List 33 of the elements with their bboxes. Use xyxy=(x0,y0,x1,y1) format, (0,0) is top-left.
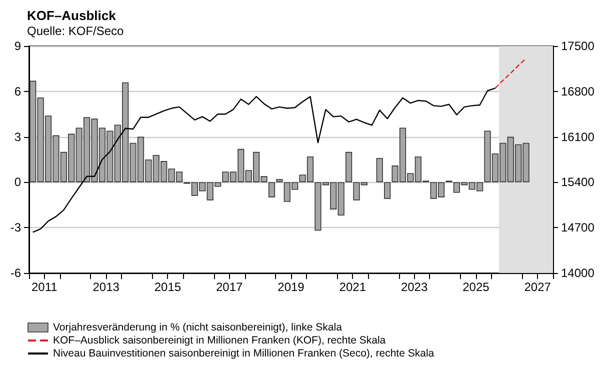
y-tick-label: 6 xyxy=(14,84,22,98)
x-tick-label: 2025 xyxy=(462,280,490,294)
x-tick-label: 2027 xyxy=(524,280,552,294)
y2-tick-label: 16800 xyxy=(561,84,595,98)
x-tick-label: 2013 xyxy=(92,280,120,294)
y2-tick-label: 14700 xyxy=(561,220,595,235)
y-tick-label: -3 xyxy=(10,220,22,235)
chart-subtitle: Quelle: KOF/Seco xyxy=(27,24,124,38)
y-tick-label: 3 xyxy=(14,130,22,144)
line-series xyxy=(32,88,496,233)
legend-label: Vorjahresveränderung in % (nicht saisonbereinigt), linke Skala xyxy=(53,322,342,334)
x-tick-label: 2019 xyxy=(278,280,305,294)
x-tick-label: 2017 xyxy=(216,280,244,294)
line-series xyxy=(494,58,527,89)
bar xyxy=(268,182,276,198)
bar xyxy=(384,182,391,199)
chart-title: KOF–Ausblick xyxy=(27,8,117,23)
x-tick-label: 2011 xyxy=(32,280,58,294)
x-tick-label: 2021 xyxy=(339,280,366,294)
y2-tick-label: 16100 xyxy=(561,130,595,144)
legend-label: Niveau Bauinvestitionen saisonbereinigt in Millionen Franken (Seco), rechte Skala xyxy=(53,348,434,360)
y2-tick-label: 17500 xyxy=(561,39,595,53)
y-tick-label: 0 xyxy=(14,175,22,190)
bar xyxy=(345,152,352,182)
y2-tick-label: 14000 xyxy=(561,266,595,280)
bar xyxy=(376,158,383,182)
y2-tick-label: 15400 xyxy=(561,175,595,190)
legend-label: KOF–Ausblick saisonbereinigt in Millionen Franken (KOF), rechte Skala xyxy=(53,334,386,346)
x-tick-label: 2015 xyxy=(154,280,182,294)
bar xyxy=(276,179,283,182)
y-tick-label: 9 xyxy=(14,39,22,53)
x-tick-label: 2023 xyxy=(400,280,428,294)
y-tick-label: -6 xyxy=(10,266,22,280)
